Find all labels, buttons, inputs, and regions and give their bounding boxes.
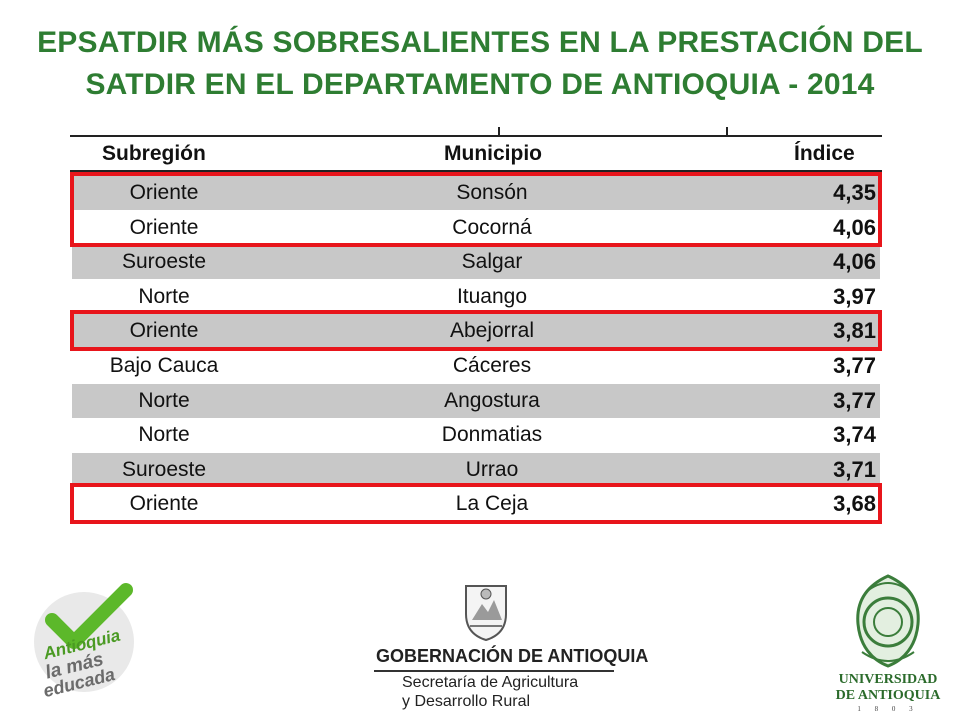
university-name-1: UNIVERSIDAD: [838, 672, 938, 687]
cell-municipio: Ituango: [456, 284, 528, 308]
cell-indice: 4,06: [833, 249, 876, 275]
header-subregion: Subregión: [102, 142, 206, 165]
gobernacion-divider: [374, 670, 614, 672]
table-top-border: [70, 135, 882, 137]
university-name-2: DE ANTIOQUIA: [835, 688, 941, 703]
secretaria-line-2: y Desarrollo Rural: [402, 693, 531, 710]
title-line-2: SATDIR EN EL DEPARTAMENTO DE ANTIOQUIA -…: [85, 68, 875, 101]
table-row: Suroeste Salgar 4,06: [72, 245, 880, 280]
header-municipio: Municipio: [444, 142, 542, 165]
university-seal-icon: [856, 574, 920, 668]
table-tick-mark: [726, 127, 728, 136]
header-indice: Índice: [794, 142, 855, 165]
page-title: EPSATDIR MÁS SOBRESALIENTES EN LA PRESTA…: [20, 22, 940, 106]
cell-municipio: Abejorral: [449, 319, 535, 343]
cell-subregion: Oriente: [129, 492, 199, 516]
cell-subregion: Oriente: [129, 181, 199, 204]
university-year: 1 8 0 3: [857, 705, 919, 713]
table-row: Bajo Cauca Cáceres 3,77: [72, 349, 880, 383]
table-row: Norte Donmatias 3,74: [72, 418, 880, 452]
cell-subregion: Norte: [138, 388, 190, 412]
highlight-box: [70, 310, 882, 351]
title-line-1: EPSATDIR MÁS SOBRESALIENTES EN LA PRESTA…: [37, 26, 923, 59]
cell-subregion: Norte: [138, 423, 190, 447]
cell-indice: 3,74: [833, 422, 876, 448]
cell-indice: 4,35: [833, 180, 876, 205]
cell-municipio: Urrao: [465, 457, 519, 481]
cell-indice: 3,71: [833, 456, 876, 482]
cell-subregion: Suroeste: [121, 250, 207, 274]
cell-indice: 3,81: [833, 318, 876, 344]
cell-municipio: Angostura: [444, 388, 540, 412]
cell-municipio: La Ceja: [455, 492, 529, 516]
cell-municipio: Cocorná: [452, 215, 532, 239]
table-row: Suroeste Urrao 3,71: [72, 452, 880, 487]
cell-subregion: Suroeste: [121, 457, 207, 481]
cell-subregion: Oriente: [129, 215, 199, 239]
table-row: Oriente Abejorral 3,81: [72, 314, 880, 349]
table-row: Oriente La Ceja 3,68: [72, 487, 880, 521]
cell-subregion: Bajo Cauca: [109, 354, 219, 377]
gobernacion-antioquia-logo: GOBERNACIÓN DE ANTIOQUIA Secretaría de A…: [368, 578, 648, 710]
cell-indice: 3,77: [833, 387, 876, 413]
cell-subregion: Oriente: [129, 319, 199, 343]
table-row: Oriente Cocorná 4,06: [72, 211, 880, 245]
table-row: Norte Angostura 3,77: [72, 383, 880, 418]
secretaria-line-1: Secretaría de Agricultura: [402, 674, 579, 691]
cell-municipio: Salgar: [461, 250, 523, 274]
cell-municipio: Sonsón: [456, 181, 528, 204]
cell-indice: 3,68: [833, 491, 876, 517]
table-row: Norte Ituango 3,97: [72, 280, 880, 314]
cell-municipio: Donmatias: [441, 423, 543, 447]
highlight-box: [70, 172, 882, 248]
cell-indice: 4,06: [833, 214, 876, 240]
cell-subregion: Norte: [138, 284, 190, 308]
universidad-antioquia-logo: UNIVERSIDAD DE ANTIOQUIA 1 8 0 3: [832, 572, 944, 713]
cell-indice: 3,77: [833, 353, 876, 378]
highlight-box: [70, 483, 882, 524]
cell-municipio: Cáceres: [452, 354, 532, 377]
antioquia-educada-logo: Antioquia la más educada: [22, 580, 152, 701]
table-header-border: [70, 170, 882, 172]
gobernacion-title: GOBERNACIÓN DE ANTIOQUIA: [376, 646, 649, 666]
table-row: Oriente Sonsón 4,35: [72, 176, 880, 210]
coat-of-arms-icon: [465, 585, 507, 642]
table-tick-mark: [498, 127, 500, 136]
cell-indice: 3,97: [833, 283, 876, 309]
